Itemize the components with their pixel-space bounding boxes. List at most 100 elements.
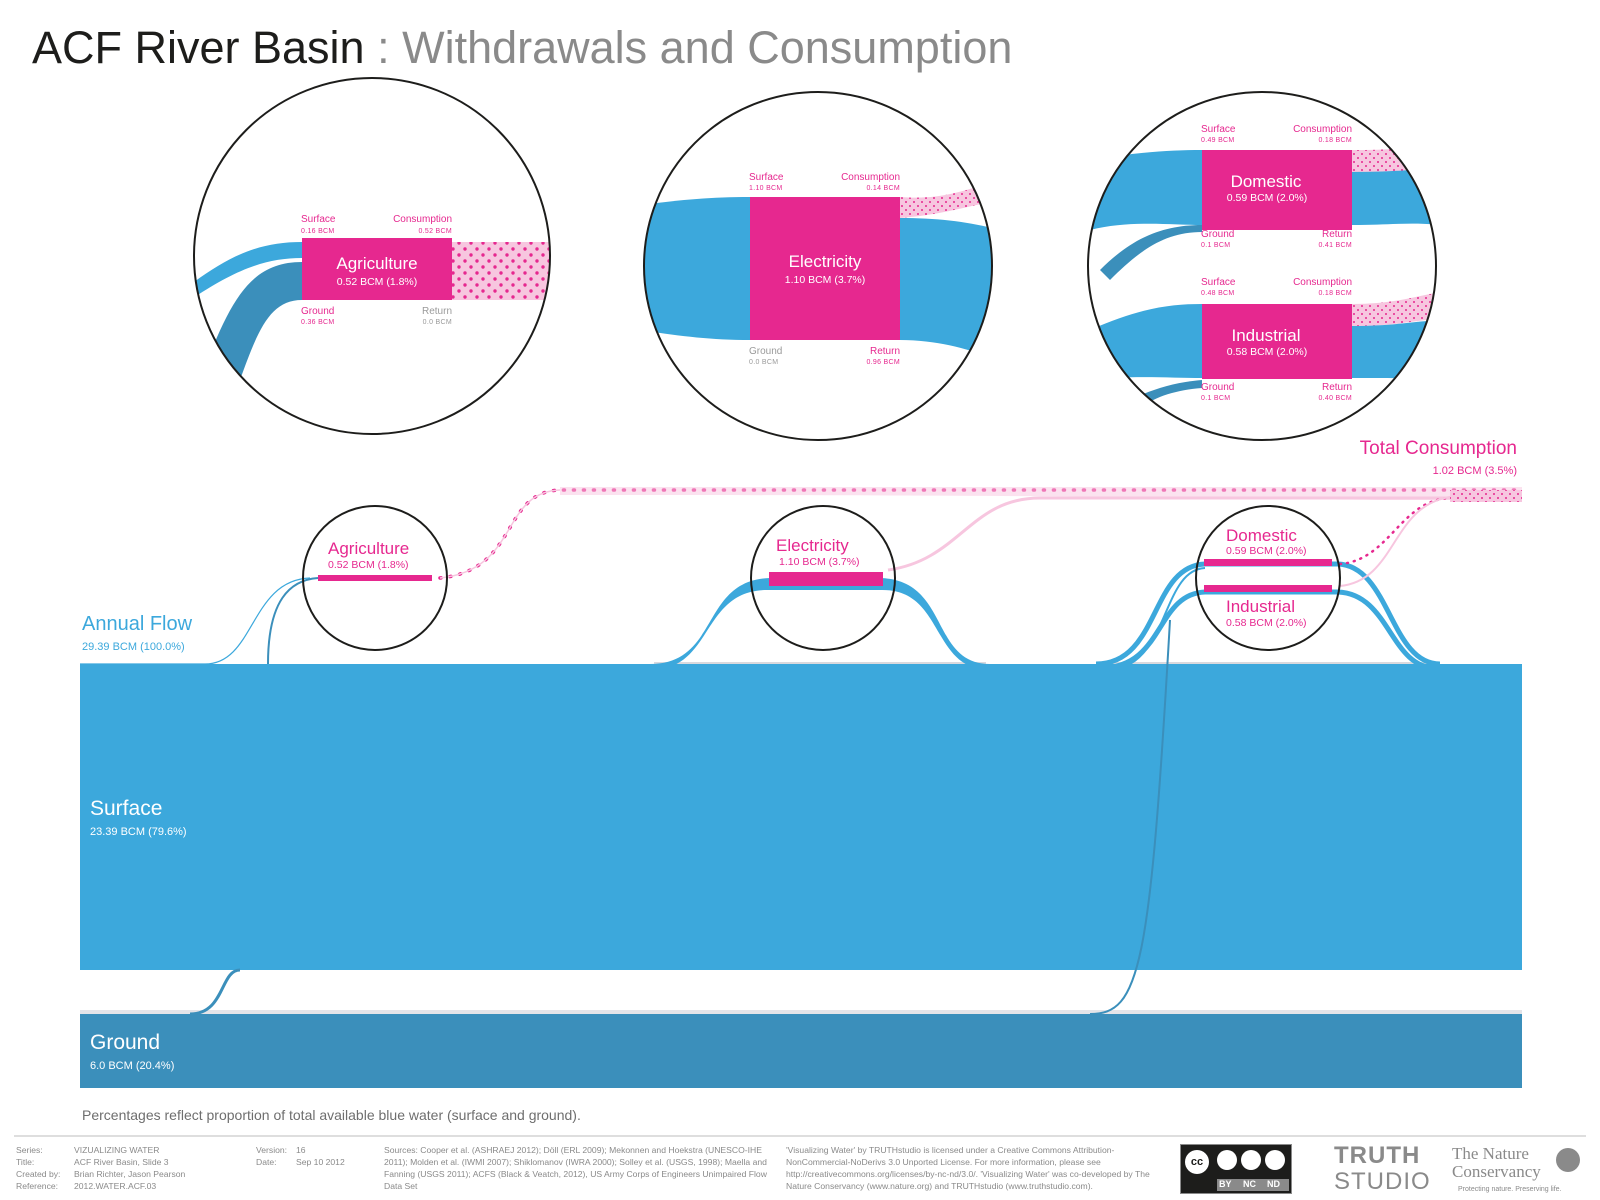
- el-surface-value: 1.10 BCM: [749, 185, 783, 192]
- ag-return-label: Return: [421, 306, 452, 317]
- ind-zoom-name: Industrial: [1231, 326, 1301, 345]
- el-consumption-label: Consumption: [841, 172, 900, 183]
- footer-license: 'Visualizing Water' by TRUTHstudio is li…: [786, 1145, 1150, 1191]
- footer-sources: Sources: Cooper et al. (ASHRAEJ 2012); D…: [384, 1145, 767, 1191]
- hub-industrial-value: 0.58 BCM (2.0%): [1226, 617, 1307, 629]
- title-key: Title:: [16, 1157, 35, 1167]
- electricity-zoom-graphics: [644, 92, 992, 440]
- el-zoom-value: 1.10 BCM (3.7%): [784, 274, 866, 286]
- ind-return-label: Return: [1321, 382, 1352, 393]
- ag-ground-line: [267, 577, 319, 665]
- annual-flow-value: 29.39 BCM (100.0%): [82, 641, 185, 653]
- series-value: VIZUALIZING WATER: [74, 1145, 160, 1155]
- hub-domestic-value: 0.59 BCM (2.0%): [1226, 545, 1307, 557]
- version-key: Version:: [256, 1145, 288, 1155]
- el-zoom-name: Electricity: [788, 252, 862, 271]
- dom-consumption-label: Consumption: [1293, 124, 1352, 135]
- by-icon: [1217, 1150, 1237, 1170]
- cc-by-label: BY: [1219, 1179, 1232, 1189]
- tnc-tagline: Protecting nature. Preserving life.: [1458, 1186, 1562, 1193]
- domestic-bar: [1204, 559, 1332, 566]
- hub-industrial-label: Industrial: [1226, 597, 1295, 616]
- ag-surface-value: 0.16 BCM: [301, 228, 335, 235]
- el-return-value: 0.96 BCM: [866, 359, 900, 366]
- ind-consumption-value: 0.18 BCM: [1318, 290, 1352, 297]
- electricity-bar: [769, 572, 883, 586]
- tnc-leaf-icon: [1556, 1148, 1580, 1172]
- ind-consumption-label: Consumption: [1293, 277, 1352, 288]
- dom-return-label: Return: [1321, 229, 1352, 240]
- title-main: ACF River Basin: [32, 22, 365, 73]
- footer-keys: Series: Title: Created by: Reference:: [16, 1144, 76, 1192]
- ground-label: Ground: [90, 1031, 161, 1054]
- version-value: 16: [296, 1145, 306, 1155]
- dom-zoom-name: Domestic: [1230, 172, 1302, 191]
- nd-icon: [1265, 1150, 1285, 1170]
- title-sub: Withdrawals and Consumption: [402, 22, 1013, 73]
- ag-ground-label: Ground: [301, 306, 335, 317]
- dom-return-value: 0.41 BCM: [1318, 242, 1352, 249]
- el-ground-label: Ground: [749, 346, 783, 357]
- annual-flow-line: [80, 577, 311, 665]
- ag-ground-value: 0.36 BCM: [301, 319, 335, 326]
- total-consumption-label: Total Consumption: [1359, 438, 1517, 459]
- total-consumption-band: [1450, 490, 1522, 502]
- ind-zoom-value: 0.58 BCM (2.0%): [1226, 346, 1308, 358]
- footer-version-values: 16 Sep 10 2012: [296, 1144, 376, 1168]
- ind-return-value: 0.40 BCM: [1318, 395, 1352, 402]
- ag-zoom-value: 0.52 BCM (1.8%): [336, 276, 418, 288]
- title-separator: :: [364, 22, 403, 73]
- electricity-zoom-circle: [643, 91, 993, 441]
- agriculture-hub-circle: [302, 505, 448, 651]
- ground-recharge-left: [189, 968, 241, 1016]
- dom-surface-label: Surface: [1201, 124, 1236, 135]
- surface-value: 23.39 BCM (79.6%): [90, 826, 187, 838]
- ind-ground-label: Ground: [1201, 382, 1235, 393]
- elec-consumption: [887, 496, 1522, 572]
- footnote: Percentages reflect proportion of total …: [82, 1107, 581, 1123]
- nc-icon: [1241, 1150, 1261, 1170]
- surface-label: Surface: [90, 797, 163, 820]
- dom-surface-value: 0.49 BCM: [1201, 137, 1235, 144]
- cc-license-badge[interactable]: cc BY NC ND: [1180, 1144, 1292, 1194]
- date-key: Date:: [256, 1157, 277, 1167]
- agriculture-bar: [318, 575, 432, 581]
- municipal-zoom-circle: [1087, 91, 1437, 441]
- municipal-zoom-graphics: [1088, 92, 1436, 440]
- dom-consumption-value: 0.18 BCM: [1318, 137, 1352, 144]
- annual-flow-label: Annual Flow: [82, 613, 193, 635]
- created-value: Brian Richter, Jason Pearson: [74, 1169, 186, 1179]
- ind-surface-value: 0.48 BCM: [1201, 290, 1235, 297]
- ag-surface-label: Surface: [301, 214, 336, 225]
- hub-agriculture-label: Agriculture: [328, 539, 410, 558]
- dom-consumption: [1338, 496, 1452, 566]
- ind-ground-value: 0.1 BCM: [1201, 395, 1231, 402]
- hub-domestic-label: Domestic: [1226, 526, 1297, 545]
- page-title: ACF River Basin : Withdrawals and Consum…: [32, 22, 1012, 74]
- date-value: Sep 10 2012: [296, 1157, 345, 1167]
- ag-consumption-label: Consumption: [393, 214, 452, 225]
- electricity-flow: [650, 578, 990, 670]
- cc-nd-label: ND: [1267, 1179, 1280, 1189]
- tnc-logo: The Nature Conservancy: [1452, 1145, 1541, 1181]
- studio-logo: STUDIO: [1334, 1168, 1431, 1195]
- electricity-hub-circle: [750, 505, 896, 651]
- ground-value: 6.0 BCM (20.4%): [90, 1060, 175, 1072]
- reference-key: Reference:: [16, 1181, 59, 1191]
- footer-values: VIZUALIZING WATER ACF River Basin, Slide…: [74, 1144, 244, 1192]
- el-ground-value: 0.0 BCM: [749, 359, 779, 366]
- truth-logo: TRUTH: [1334, 1142, 1421, 1169]
- hub-agriculture-value: 0.52 BCM (1.8%): [328, 559, 409, 571]
- ground-recharge-right: [1089, 619, 1171, 1015]
- ground-block: [80, 1014, 1522, 1088]
- ag-zoom-name: Agriculture: [336, 254, 418, 273]
- agriculture-zoom-graphics: [194, 78, 550, 434]
- created-key: Created by:: [16, 1169, 61, 1179]
- dom-ground-label: Ground: [1201, 229, 1235, 240]
- tnc-line2: Conservancy: [1452, 1162, 1541, 1181]
- ag-consumption-dots: [438, 488, 1524, 580]
- el-return-label: Return: [869, 346, 900, 357]
- reference-value: 2012.WATER.ACF.03: [74, 1181, 157, 1191]
- ind-surface-label: Surface: [1201, 277, 1236, 288]
